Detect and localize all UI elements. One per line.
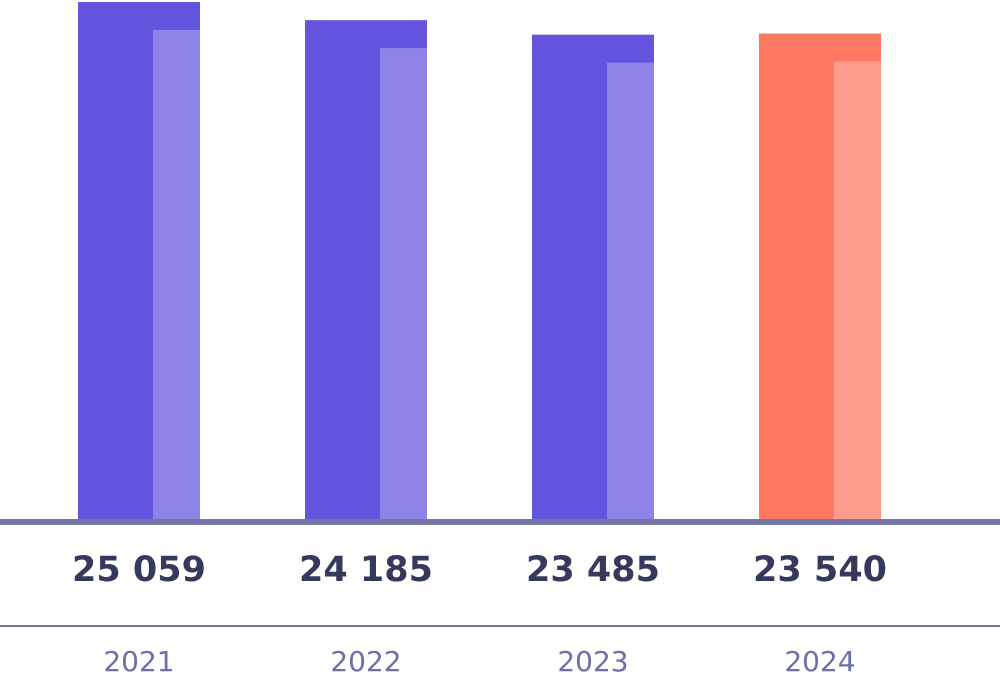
- bar: [78, 2, 200, 522]
- bar: [532, 34, 654, 523]
- baseline: [0, 519, 1000, 525]
- bar: [759, 33, 881, 522]
- x-tick-label: 2024: [784, 645, 855, 673]
- value-label: 25 059: [72, 550, 206, 590]
- x-tick-label: 2021: [103, 645, 174, 673]
- value-label: 24 185: [299, 550, 433, 590]
- bar-highlight: [834, 61, 881, 522]
- x-tick-label: 2022: [330, 645, 401, 673]
- value-label: 23 540: [753, 550, 887, 590]
- bar-highlight: [607, 62, 654, 523]
- bar-highlight: [380, 48, 427, 522]
- bar: [305, 20, 427, 522]
- value-label: 23 485: [526, 550, 660, 590]
- x-tick-label: 2023: [557, 645, 628, 673]
- bar-highlight: [153, 30, 200, 522]
